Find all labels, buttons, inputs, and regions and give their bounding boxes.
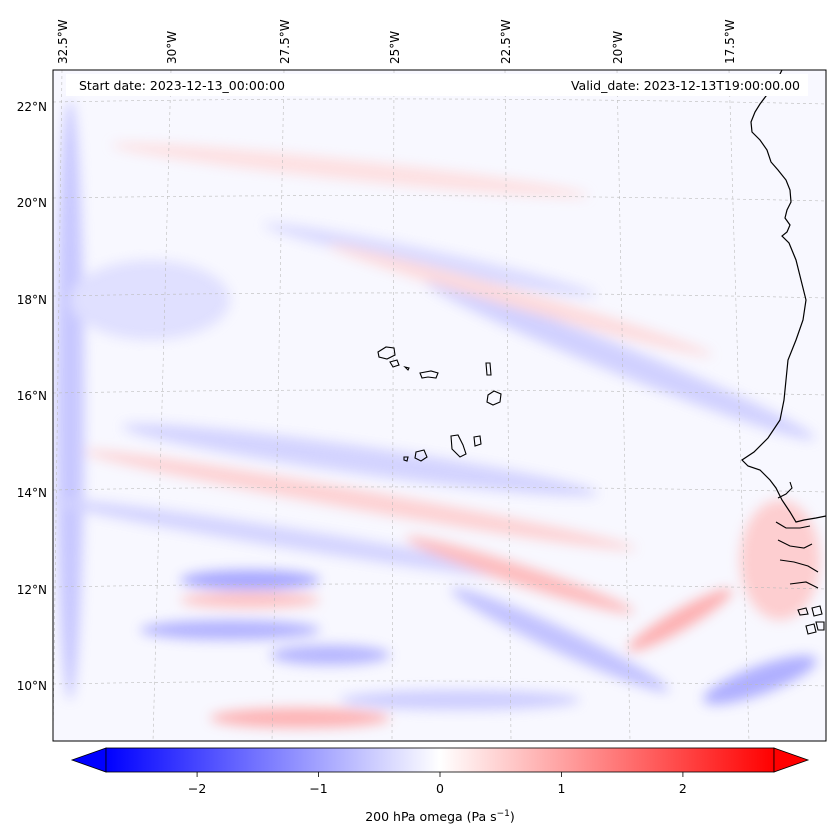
colorbar-gradient	[105, 747, 775, 773]
omega-negative-band	[122, 423, 598, 497]
colorbar-ticks: −2 −1 0 1 2	[188, 772, 687, 796]
colorbar-tick-label: 0	[436, 781, 444, 796]
start-date-label: Start date: 2023-12-13_00:00:00	[79, 78, 285, 93]
island-sao-nicolau	[419, 370, 439, 379]
colorbar-tick-label: −1	[309, 781, 327, 796]
africa-coastline	[741, 70, 826, 523]
omega-negative-band	[451, 588, 669, 692]
lon-label-5: 22.5°W	[499, 19, 513, 64]
lat-label-2: 20°N	[17, 196, 47, 210]
colorbar-label-close: )	[510, 809, 515, 824]
colorbar-label-exponent: −1	[497, 809, 510, 819]
colorbar-tick-label: 1	[557, 781, 565, 796]
omega-positive-band	[210, 708, 390, 728]
africa-coast-estuary	[775, 481, 819, 589]
lon-label-2: 30°W	[165, 31, 179, 64]
meridian-27-5W	[271, 70, 285, 741]
graticule	[53, 70, 826, 741]
island-boa-vista	[486, 390, 502, 406]
lat-label-5: 14°N	[17, 486, 47, 500]
omega-negative-band	[425, 280, 815, 440]
meridian-17-5W	[728, 70, 750, 741]
island-fogo	[414, 449, 428, 462]
omega-negative-band	[263, 223, 597, 297]
header-strip	[66, 74, 808, 96]
meridian-32-5W	[53, 70, 63, 741]
omega-positive-band	[405, 536, 635, 614]
omega-negative-band	[270, 645, 390, 665]
omega-positive-band	[180, 592, 320, 608]
meridian-30W	[152, 70, 172, 741]
meridian-20W	[616, 70, 631, 741]
omega-negative-band	[140, 620, 320, 640]
omega-negative-band	[56, 100, 84, 700]
colorbar-tick-label: −2	[188, 781, 206, 796]
omega-positive-band	[327, 244, 713, 356]
omega-negative-band	[703, 655, 817, 705]
cape-verde-islands	[377, 346, 502, 462]
lon-label-6: 20°W	[611, 31, 625, 64]
valid-date-label: Valid_date: 2023-12-13T19:00:00.00	[571, 78, 800, 93]
lat-label-3: 18°N	[17, 293, 47, 307]
island-brava	[403, 456, 409, 462]
island-santiago	[450, 434, 467, 458]
colorbar-label: 200 hPa omega (Pa s−1)	[365, 809, 515, 824]
omega-positive-band	[111, 143, 589, 197]
lon-label-4: 25°W	[388, 31, 402, 64]
island-maio	[473, 435, 482, 447]
colorbar-min-extend	[70, 747, 107, 773]
meridian-25W	[391, 70, 395, 741]
omega-positive-band	[84, 450, 636, 550]
map-frame	[52, 69, 827, 742]
lat-label-4: 16°N	[17, 389, 47, 403]
island-sao-vicente	[389, 359, 400, 368]
omega-negative-band	[340, 690, 580, 710]
map-panel	[53, 70, 826, 741]
island-sal	[485, 362, 492, 376]
omega-field	[53, 100, 820, 728]
colorbar-label-text: 200 hPa omega (Pa s	[365, 809, 496, 824]
parallel-18N	[53, 292, 826, 299]
parallel-14N	[53, 486, 826, 493]
lat-label-7: 10°N	[17, 679, 47, 693]
latitude-labels: 22°N 20°N 18°N 16°N 14°N 12°N 10°N	[17, 100, 47, 693]
lat-label-6: 12°N	[17, 583, 47, 597]
lon-label-3: 27.5°W	[278, 19, 292, 64]
lon-label-7: 17.5°W	[723, 19, 737, 64]
colorbar-tick-label: 2	[679, 781, 687, 796]
longitude-labels: 32.5°W 30°W 27.5°W 25°W 22.5°W 20°W 17.5…	[56, 19, 737, 64]
omega-positive-band	[627, 588, 733, 652]
omega-negative-region	[70, 260, 230, 340]
parallel-22N	[53, 98, 826, 105]
meridian-22-5W	[504, 70, 512, 741]
colorbar-max-extend	[773, 747, 810, 773]
lon-label-1: 32.5°W	[56, 19, 70, 64]
colorbar: −2 −1 0 1 2 200 hPa omega (Pa s−1)	[70, 747, 810, 824]
parallel-20N	[53, 195, 826, 202]
omega-negative-band	[180, 570, 320, 590]
parallel-16N	[53, 389, 826, 396]
bijagos-islands	[797, 605, 825, 635]
island-santa-luzia	[403, 365, 410, 371]
lat-label-1: 22°N	[17, 100, 47, 114]
island-santo-antao	[377, 346, 396, 360]
parallel-12N	[53, 583, 826, 590]
parallel-10N	[53, 680, 826, 687]
omega-negative-band	[53, 498, 557, 582]
